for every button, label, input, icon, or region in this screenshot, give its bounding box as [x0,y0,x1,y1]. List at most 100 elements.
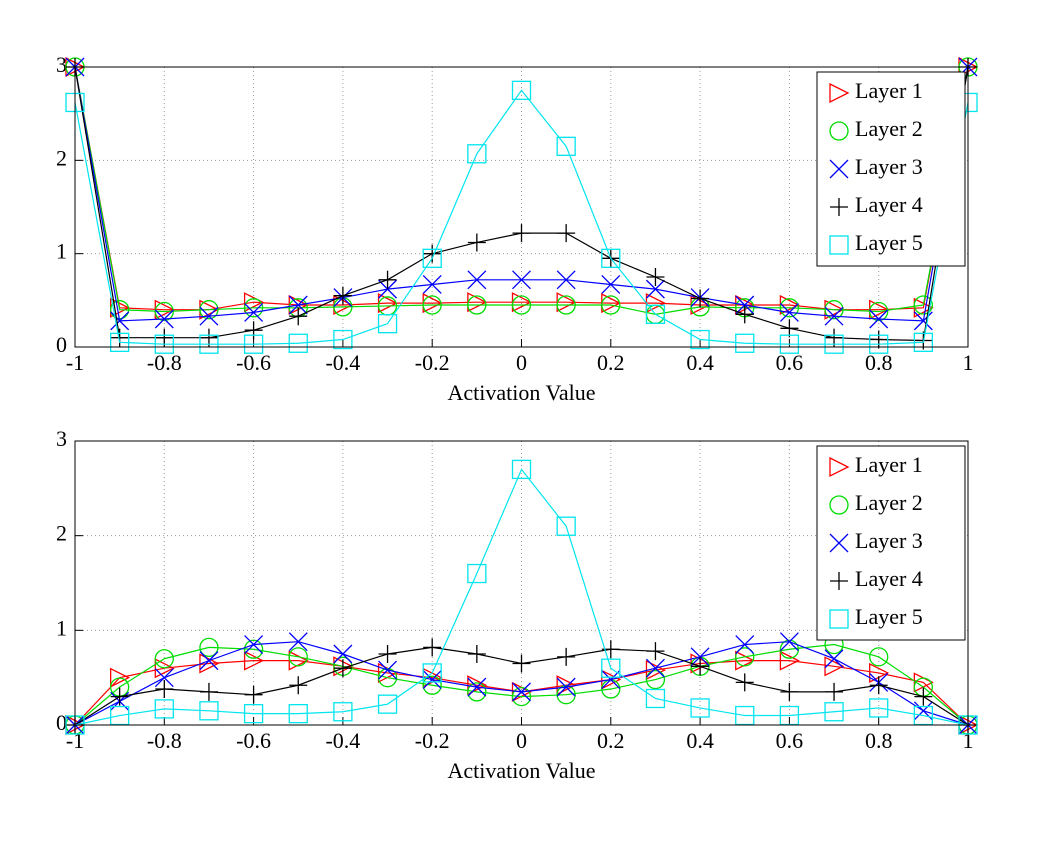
marker [333,329,353,350]
marker [467,270,487,290]
subplot: -1 -0.8 -0.6 -0.4 -0.2 0 0.2 0.4 0.6 0.8 10123Acti… [56,426,979,783]
marker [601,670,621,690]
marker [288,703,308,724]
marker [556,677,576,697]
marker [735,305,754,324]
marker [243,650,265,671]
marker [779,650,800,671]
marker [154,301,174,322]
marker [244,303,264,322]
marker [333,644,353,664]
marker [690,647,710,667]
x-tick-label: -0.4 [325,350,360,375]
marker [154,334,174,354]
x-tick-label: -0.6 [236,728,271,753]
marker [869,647,889,667]
marker [467,233,486,252]
x-tick-label: -0.4 [325,728,360,753]
marker [914,687,933,706]
marker [154,649,174,669]
marker [735,647,755,667]
marker [154,699,174,719]
marker [289,676,308,695]
x-tick-label: 0 [516,350,527,375]
marker [288,647,308,667]
marker [646,268,665,286]
marker [829,235,849,255]
marker [825,682,844,701]
marker [422,675,442,695]
marker [830,198,848,216]
legend-label: Layer 1 [855,78,923,103]
axes-frame [74,66,969,348]
y-tick-label: 2 [56,521,67,546]
marker [556,270,576,290]
marker [556,675,577,696]
marker [199,300,219,320]
marker [601,658,621,678]
marker [423,638,442,657]
marker [645,669,666,690]
marker [199,637,219,658]
marker [645,279,665,299]
marker [377,694,398,714]
marker [243,292,265,313]
marker [829,533,849,553]
marker [824,656,845,677]
legend-label: Layer 5 [855,604,923,629]
legend: Layer 1 Layer 2 Layer 3 Layer 4 Layer 5 [816,71,966,267]
marker [829,159,849,179]
marker [378,270,397,289]
x-axis-label: Activation Value [447,380,595,405]
legend-box [816,445,966,641]
marker [377,668,398,688]
marker [735,295,755,315]
marker [556,295,576,315]
marker [779,303,799,322]
legend-label: Layer 4 [855,192,923,217]
legend-label: Layer 4 [855,566,923,591]
y-tick-label: 3 [56,52,67,77]
x-tick-label: 1 [963,350,974,375]
marker [691,289,710,308]
marker [779,639,800,659]
marker [829,495,849,515]
subplot: -1 -0.8 -0.6 -0.4 -0.2 0 0.2 0.4 0.6 0.8 10123Acti… [56,52,979,405]
marker [645,688,666,709]
marker [288,650,309,671]
x-tick-label: 0 [516,728,527,753]
marker [869,698,889,718]
marker [913,295,933,315]
marker [645,304,666,324]
marker [110,667,131,688]
marker [288,295,308,315]
legend-label: Layer 5 [855,230,923,255]
x-tick-label: -0.6 [236,350,271,375]
marker [780,682,799,701]
marker [691,657,710,676]
x-tick-label: -0.8 [147,728,182,753]
series-line [74,468,969,726]
y-tick-label: 3 [56,426,67,451]
marker [735,333,755,353]
y-tick-label: 0 [56,710,67,735]
marker [422,295,442,315]
marker [512,654,531,673]
marker [110,687,129,706]
x-tick-label: -1 [66,350,84,375]
marker [601,275,621,294]
marker [199,306,219,326]
x-tick-label: 0.2 [597,350,625,375]
x-tick-label: 0.8 [865,350,893,375]
marker [557,647,576,666]
marker [154,658,175,679]
marker [244,685,263,704]
marker [422,248,442,268]
marker [422,275,442,294]
marker [869,334,889,354]
marker [333,702,353,722]
marker [423,244,442,263]
marker [333,286,352,305]
x-tick-label: 0.8 [865,728,893,753]
legend: Layer 1 Layer 2 Layer 3 Layer 4 Layer 5 [816,445,966,641]
